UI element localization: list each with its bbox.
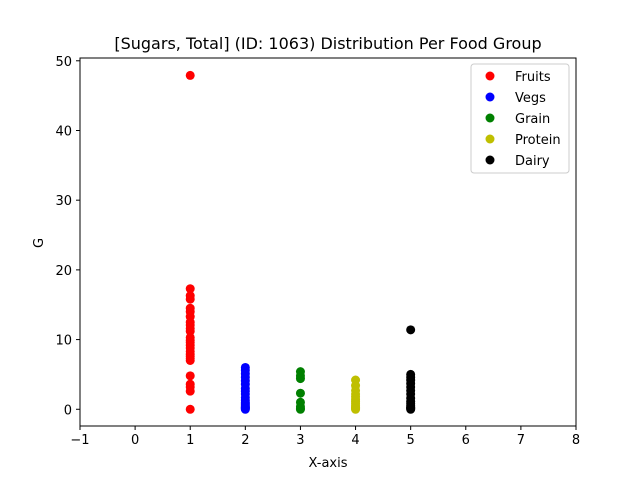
legend-marker-fruits xyxy=(485,71,495,81)
point-fruits-3 xyxy=(185,294,195,304)
legend-label-grain: Grain xyxy=(515,112,550,127)
x-tick-label: 8 xyxy=(572,433,580,448)
x-tick-label: 3 xyxy=(296,433,304,448)
x-tick-label: 4 xyxy=(351,433,359,448)
x-axis-label: X-axis xyxy=(309,456,348,471)
y-axis-label: G xyxy=(32,238,47,248)
y-tick-label: 30 xyxy=(55,194,72,209)
point-protein-11 xyxy=(351,404,361,414)
legend-label-dairy: Dairy xyxy=(515,154,550,169)
point-grain-7 xyxy=(295,404,305,414)
x-tick-label: 0 xyxy=(131,433,139,448)
legend-marker-grain xyxy=(485,113,495,123)
x-tick-label: 6 xyxy=(462,433,470,448)
legend-label-fruits: Fruits xyxy=(515,70,551,85)
point-fruits-21 xyxy=(185,371,195,381)
y-tick-label: 40 xyxy=(55,124,72,139)
point-grain-3 xyxy=(295,388,305,398)
x-tick-label: −1 xyxy=(70,433,89,448)
point-fruits-10 xyxy=(185,326,195,336)
chart-title: [Sugars, Total] (ID: 1063) Distribution … xyxy=(114,34,541,53)
y-tick-label: 0 xyxy=(64,403,72,418)
legend-marker-dairy xyxy=(485,155,495,165)
legend-box xyxy=(470,63,570,174)
legend-marker-protein xyxy=(485,134,495,144)
x-tick-label: 5 xyxy=(407,433,415,448)
point-fruits-0 xyxy=(185,70,195,80)
point-fruits-25 xyxy=(185,404,195,414)
point-vegs-18 xyxy=(240,404,250,414)
point-dairy-0 xyxy=(406,325,416,335)
x-tick-label: 7 xyxy=(517,433,525,448)
x-tick-label: 2 xyxy=(241,433,249,448)
point-fruits-24 xyxy=(185,386,195,396)
legend-marker-vegs xyxy=(485,92,495,102)
point-dairy-15 xyxy=(406,404,416,414)
legend-label-protein: Protein xyxy=(515,133,561,148)
legend: Fruits Vegs Grain Protein Dairy xyxy=(470,63,570,174)
plot-area xyxy=(185,70,416,414)
y-tick-label: 50 xyxy=(55,55,72,70)
axes: −1 0 1 2 3 4 5 6 7 8 0 10 20 30 40 50 xyxy=(55,55,580,448)
y-tick-label: 10 xyxy=(55,334,72,349)
legend-label-vegs: Vegs xyxy=(515,91,546,106)
y-tick-label: 20 xyxy=(55,264,72,279)
point-fruits-1 xyxy=(185,284,195,294)
x-tick-label: 1 xyxy=(186,433,194,448)
axes-frame xyxy=(79,57,577,427)
point-fruits-20 xyxy=(185,355,195,365)
point-grain-2 xyxy=(295,374,305,384)
